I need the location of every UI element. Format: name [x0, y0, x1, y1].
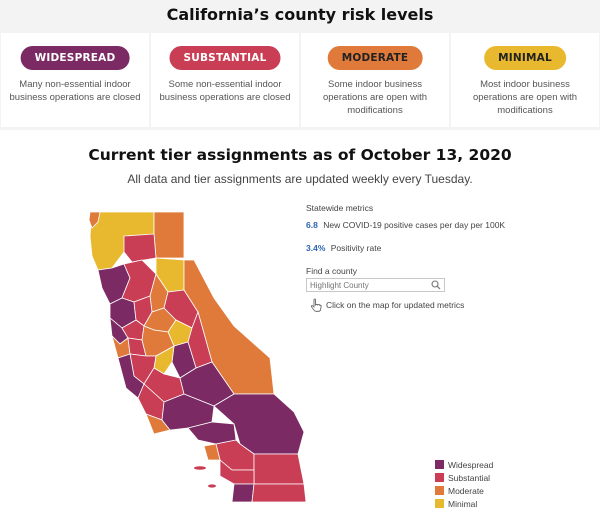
assignments-caption: All data and tier assignments are update… — [127, 172, 473, 186]
cases-metric: 6.8 New COVID-19 positive cases per day … — [306, 220, 556, 230]
legend-label: Minimal — [448, 498, 478, 509]
metrics-label: Statewide metrics — [306, 203, 374, 213]
search-icon[interactable] — [431, 280, 441, 290]
island — [194, 466, 206, 470]
map-click-hint: Click on the map for updated metrics — [310, 298, 464, 312]
tier-pill-substantial: SUBSTANTIAL — [169, 46, 281, 70]
hand-pointer-icon — [310, 298, 322, 312]
tier-card-moderate: MODERATE Some indoor business operations… — [301, 33, 449, 127]
legend-swatch — [435, 486, 444, 495]
tier-pill-minimal: MINIMAL — [484, 46, 566, 70]
tier-pill-widespread: WIDESPREAD — [20, 46, 130, 70]
legend-swatch — [435, 499, 444, 508]
tier-description: Most indoor business operations are open… — [472, 79, 578, 116]
legend-label: Widespread — [448, 459, 494, 470]
county-region[interactable] — [123, 233, 157, 263]
legend-item-moderate: Moderate — [435, 484, 493, 497]
legend-swatch — [435, 473, 444, 482]
find-county-label: Find a county — [306, 266, 358, 276]
cases-label: New COVID-19 positive cases per day per … — [323, 220, 506, 230]
statewide-metrics: Statewide metrics 6.8 New COVID-19 posit… — [306, 203, 556, 292]
county-region[interactable] — [88, 211, 101, 229]
county-search-input[interactable] — [307, 279, 425, 291]
legend-item-substantial: Substantial — [435, 471, 493, 484]
legend-label: Substantial — [448, 472, 491, 483]
tier-pill-moderate: MODERATE — [327, 46, 423, 70]
assignments-title: Current tier assignments as of October 1… — [88, 146, 512, 164]
legend-item-widespread: Widespread — [435, 458, 493, 471]
island — [208, 484, 216, 488]
county-region[interactable] — [171, 341, 197, 379]
county-search[interactable] — [306, 278, 445, 292]
positivity-value: 3.4% — [306, 243, 326, 253]
legend-swatch — [435, 460, 444, 469]
positivity-label: Positivity rate — [330, 243, 382, 253]
page-title: California’s county risk levels — [166, 5, 434, 24]
california-map[interactable] — [84, 208, 324, 508]
county-map[interactable] — [84, 208, 324, 508]
click-hint-text: Click on the map for updated metrics — [326, 300, 465, 310]
cases-value: 6.8 — [306, 220, 318, 230]
legend-label: Moderate — [448, 485, 484, 496]
tier-card-substantial: SUBSTANTIAL Some non-essential indoor bu… — [151, 33, 299, 127]
tier-description: Some indoor business operations are open… — [322, 79, 428, 116]
map-legend: Widespread Substantial Moderate Minimal — [435, 458, 493, 510]
legend-item-minimal: Minimal — [435, 497, 493, 510]
county-region[interactable] — [253, 453, 305, 485]
tier-description: Many non-essential indoor business opera… — [9, 79, 141, 103]
positivity-metric: 3.4% Positivity rate — [306, 243, 556, 253]
county-region[interactable] — [153, 211, 185, 259]
tier-cards: WIDESPREAD Many non-essential indoor bus… — [0, 33, 600, 127]
county-region[interactable] — [251, 483, 307, 503]
tier-description: Some non-essential indoor business opera… — [159, 79, 291, 103]
tier-card-widespread: WIDESPREAD Many non-essential indoor bus… — [1, 33, 149, 127]
tier-card-minimal: MINIMAL Most indoor business operations … — [451, 33, 599, 127]
county-region[interactable] — [231, 483, 255, 503]
